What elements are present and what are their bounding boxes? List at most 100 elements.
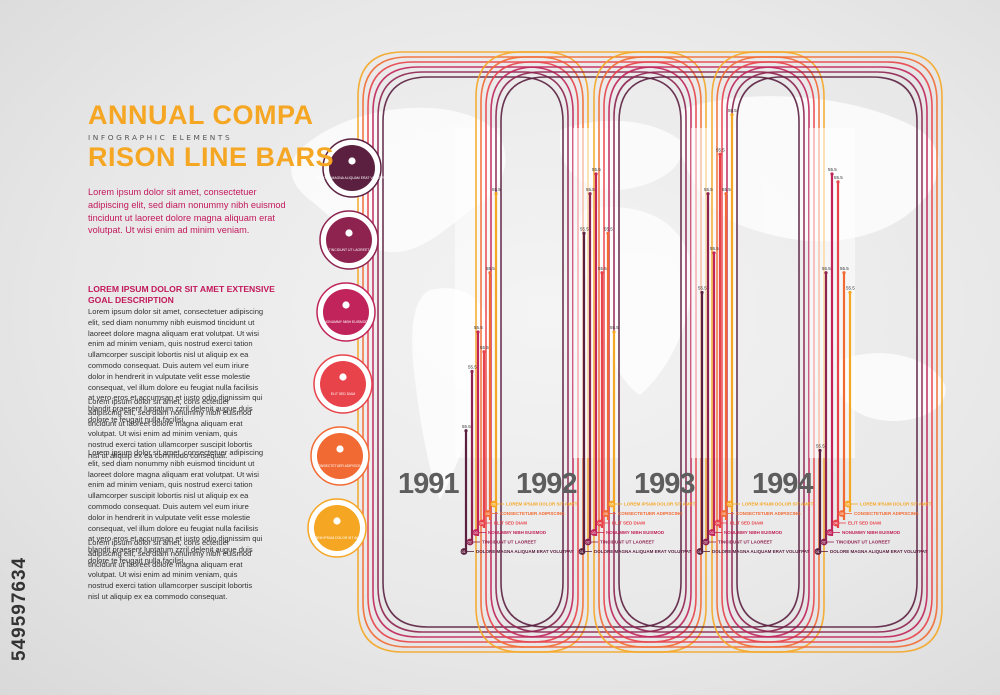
legend-label: NONUMMY NIBH EUISMOD — [606, 530, 665, 535]
bar-top-marker — [818, 448, 822, 453]
legend-marker — [602, 510, 610, 517]
legend-label: ELIT SED DIAM — [730, 521, 763, 526]
bar-top-marker — [494, 192, 498, 196]
legend-label: DOLORE MAGNA ALIQUAM ERAT VOLUTPAT — [830, 549, 928, 554]
loop-line — [731, 71, 923, 633]
legend-label: TINCIDUNT UT LAOREET — [836, 540, 890, 545]
icon-caption: DOLORE MAGNA ALIQUAM ERAT VOLUTPAT — [316, 176, 388, 180]
clock-icon — [326, 217, 372, 263]
legend-marker-number: 02 — [468, 541, 472, 545]
bar-top-marker — [606, 231, 610, 235]
legend-marker — [696, 548, 704, 555]
bar-value-label: 55.5 — [834, 175, 843, 180]
legend-marker-number: 06 — [846, 503, 850, 507]
title-line-1: ANNUAL COMPA — [88, 100, 314, 130]
bar-top-marker — [488, 271, 492, 275]
loop-line — [495, 71, 687, 633]
bar-value-label: 55.5 — [480, 345, 489, 350]
bar-top-marker — [470, 369, 474, 374]
bar-top-marker — [706, 192, 710, 196]
map-australia — [837, 353, 946, 421]
bar-value-label: 55.5 — [468, 365, 477, 370]
legend-label: DOLORE MAGNA ALIQUAM ERAT VOLUTPAT — [594, 549, 692, 554]
legend-label: CONSECTETUER ADIPISCING — [500, 511, 565, 516]
globe-icon-glyph — [336, 445, 344, 453]
icon-caption: TINCIDUNT UT LAOREET — [329, 248, 369, 252]
legend-label: TINCIDUNT UT LAOREET — [718, 540, 772, 545]
legend-marker-number: 01 — [816, 550, 820, 554]
legend-marker — [702, 538, 710, 546]
legend-marker-number: 02 — [822, 541, 826, 545]
legend-marker — [832, 519, 840, 527]
stock-watermark: 549597634 — [6, 455, 46, 675]
legend-marker-number: 04 — [480, 522, 484, 526]
bar-top-marker — [824, 271, 828, 275]
legend-marker-number: 05 — [604, 512, 608, 516]
legend-marker — [584, 538, 592, 546]
clock-icon-glyph — [345, 229, 353, 237]
icon-caption: CONSECTETUER ADIPISCING — [316, 464, 365, 468]
legend-label: LOREM IPSUM DOLOR SIT AMET — [624, 502, 696, 507]
loop-line — [500, 76, 682, 628]
legend-marker-number: 03 — [710, 531, 714, 535]
intro-text: Lorem ipsum dolor sit amet, consectetuer… — [88, 187, 286, 236]
legend-marker — [838, 510, 846, 517]
bar-value-label: 55.5 — [828, 167, 837, 172]
side-paragraph-4: Lorem ipsum dolor sit amet, cons ectetue… — [88, 538, 253, 601]
legend-marker-number: 06 — [610, 503, 614, 507]
year-label-1994: 1994 — [752, 468, 813, 500]
legend-marker — [608, 500, 616, 508]
legend-marker — [844, 500, 852, 508]
bar-top-marker — [830, 172, 834, 176]
bar-top-marker — [700, 290, 704, 295]
legend-marker — [466, 538, 474, 546]
side-paragraph-3: Lorem ipsum dolor sit amet, consectetuer… — [88, 448, 264, 565]
legend-marker — [826, 529, 834, 536]
loop-line — [726, 66, 928, 638]
legend-marker — [714, 519, 722, 527]
legend-label: TINCIDUNT UT LAOREET — [482, 540, 536, 545]
loop-line — [736, 76, 918, 628]
bar-value-label: 55.5 — [840, 266, 849, 271]
pills-icon — [314, 505, 360, 551]
user-icon — [323, 289, 369, 335]
side-paragraph-1: Lorem ipsum dolor sit amet, consectetuer… — [88, 307, 264, 424]
bar-top-marker — [842, 271, 846, 275]
legend-marker — [472, 529, 480, 536]
loop-line — [613, 71, 805, 633]
legend-marker — [460, 548, 468, 555]
bar-value-label: 55.5 — [728, 108, 737, 113]
icon-caption: NONUMMY NIBH EUISMOD — [324, 320, 368, 324]
legend-label: CONSECTETUER ADIPISCING — [736, 511, 801, 516]
icon-caption: ELIT SED DIAM — [331, 392, 356, 396]
bar-top-marker — [612, 330, 616, 334]
legend-label: TINCIDUNT UT LAOREET — [600, 540, 654, 545]
legend-marker-number: 02 — [704, 541, 708, 545]
legend-marker-number: 04 — [834, 522, 838, 526]
bar-top-marker — [582, 231, 586, 235]
legend-label: DOLORE MAGNA ALIQUAM ERAT VOLUTPAT — [712, 549, 810, 554]
legend-marker-number: 01 — [580, 550, 584, 554]
legend-marker — [478, 519, 486, 527]
cloud-icon-glyph — [339, 373, 347, 381]
legend-marker — [814, 548, 822, 555]
legend-label: NONUMMY NIBH EUISMOD — [842, 530, 901, 535]
legend-marker-number: 05 — [486, 512, 490, 516]
legend-marker-number: 03 — [828, 531, 832, 535]
bar-top-marker — [482, 350, 486, 354]
bar-top-marker — [464, 429, 468, 433]
legend-marker-number: 04 — [598, 522, 602, 526]
legend-marker-number: 01 — [462, 550, 466, 554]
legend-marker-number: 04 — [716, 522, 720, 526]
bar-value-label: 55.5 — [610, 325, 619, 330]
loop-line — [382, 76, 564, 628]
subtitle: INFOGRAPHIC ELEMENTS — [88, 133, 233, 142]
bar-value-label: 55.5 — [580, 226, 589, 231]
loop-line — [716, 56, 938, 648]
legend-marker — [726, 500, 734, 508]
bar-top-marker — [476, 330, 480, 334]
legend-marker-number: 03 — [592, 531, 596, 535]
legend-label: NONUMMY NIBH EUISMOD — [488, 530, 547, 535]
bar-top-marker — [600, 271, 604, 275]
